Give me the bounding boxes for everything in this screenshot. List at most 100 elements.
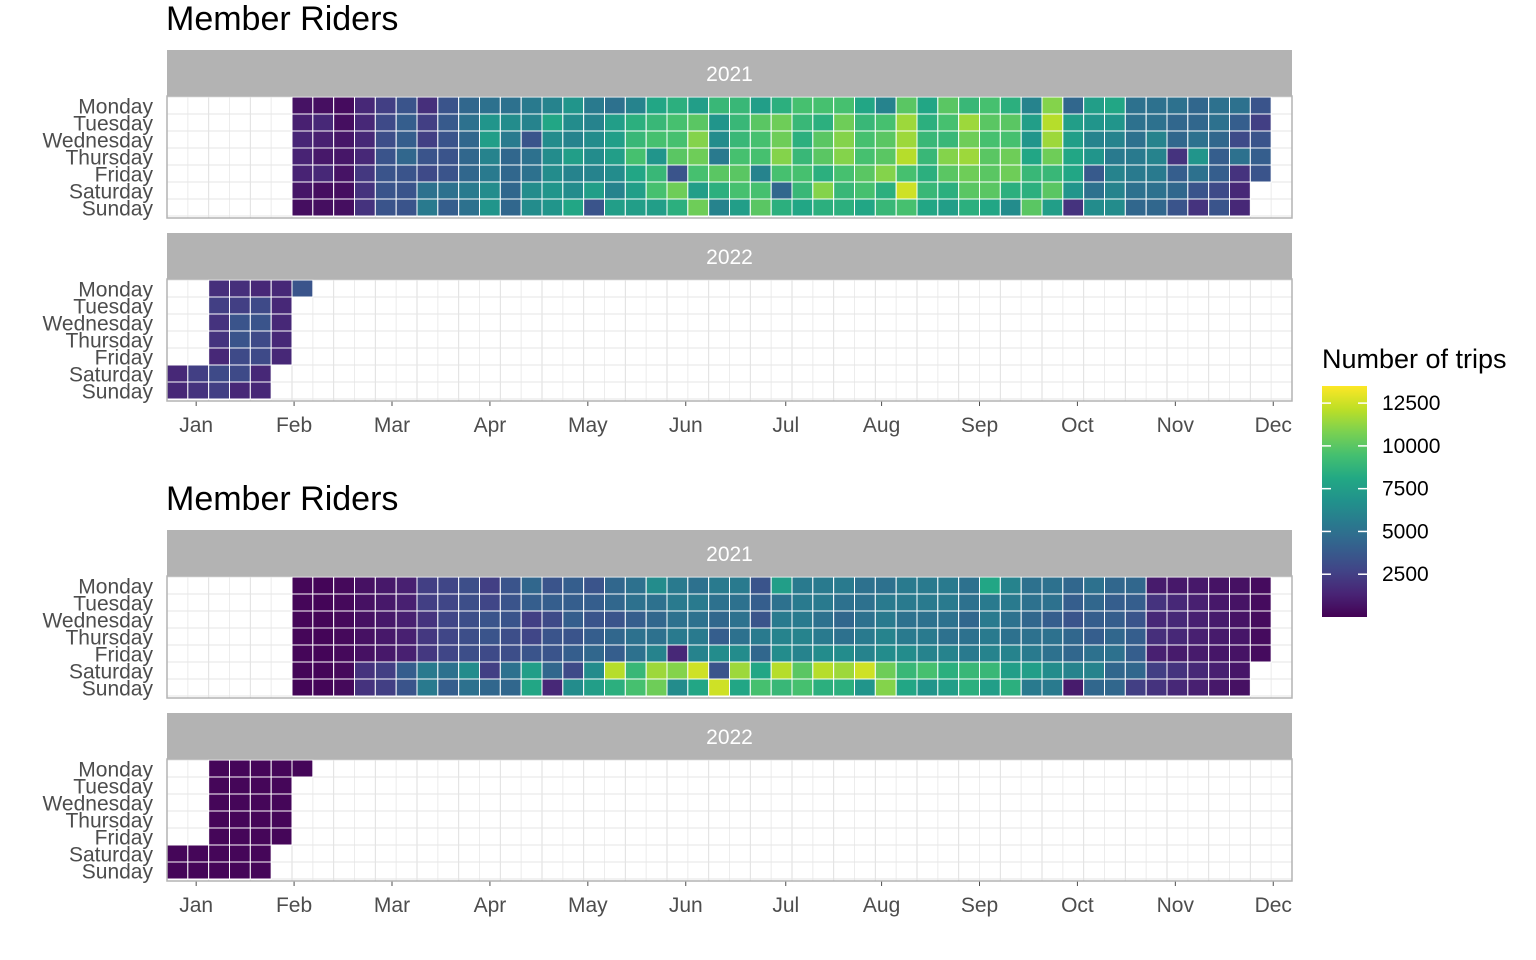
heatmap-cell — [1083, 661, 1105, 680]
heatmap-cell — [749, 164, 772, 183]
y-tick-label: Sunday — [82, 678, 154, 701]
heatmap-cell — [895, 181, 918, 200]
heatmap-cell — [666, 627, 689, 646]
heatmap-cell — [499, 610, 522, 629]
heatmap-cell — [208, 296, 231, 315]
heatmap-cell — [562, 644, 585, 663]
heatmap-cell — [979, 644, 1001, 663]
heatmap-cell — [666, 661, 689, 680]
heatmap-cell — [479, 181, 501, 200]
heatmap-cell — [562, 678, 585, 697]
heatmap-cell — [708, 644, 731, 663]
heatmap-cell — [1124, 96, 1147, 115]
heatmap-cell — [374, 593, 397, 612]
heatmap-cell — [1083, 147, 1105, 166]
heatmap-cell — [333, 181, 355, 200]
heatmap-cell — [812, 627, 835, 646]
heatmap-cell — [520, 627, 543, 646]
heatmap-cell — [249, 313, 272, 332]
heatmap-cell — [958, 130, 981, 149]
heatmap-cell — [395, 593, 418, 612]
heatmap-cell — [833, 644, 856, 663]
heatmap-cell — [874, 678, 897, 697]
heatmap-cell — [1124, 181, 1147, 200]
heatmap-cell — [541, 610, 564, 629]
heatmap-cell — [687, 644, 710, 663]
heatmap-cell — [479, 164, 501, 183]
heatmap-cell — [874, 644, 897, 663]
heatmap-cell — [791, 644, 814, 663]
heatmap-cell — [270, 793, 293, 812]
heatmap-cell — [1124, 147, 1147, 166]
heatmap-cell — [1208, 181, 1230, 200]
heatmap-cell — [583, 593, 606, 612]
heatmap-cell — [1020, 593, 1043, 612]
heatmap-cell — [1104, 610, 1126, 629]
heatmap-cell — [249, 296, 272, 315]
facet-2022: 2022 MondayTuesdayWednesdayThursdayFriday… — [42, 233, 1293, 404]
heatmap-cell — [1124, 644, 1147, 663]
y-tick-label: Monday — [78, 279, 153, 302]
heatmap-cell — [1166, 181, 1189, 200]
heatmap-cell — [458, 678, 480, 697]
heatmap-cell — [895, 147, 918, 166]
heatmap-cell — [666, 147, 689, 166]
heatmap-cell — [229, 759, 251, 778]
heatmap-cell — [1145, 661, 1168, 680]
heatmap-cell — [1249, 147, 1272, 166]
heatmap-cell — [520, 576, 543, 595]
y-tick-label: Sunday — [82, 198, 154, 221]
heatmap-cell — [729, 181, 751, 200]
heatmap-cell — [1145, 644, 1168, 663]
heatmap-cell — [458, 96, 480, 115]
heatmap-cell — [749, 147, 772, 166]
heatmap-cell — [458, 576, 480, 595]
heatmap-cell — [1249, 113, 1272, 132]
heatmap-cell — [1229, 164, 1251, 183]
heatmap-cell — [499, 130, 522, 149]
heatmap-cell — [1229, 113, 1251, 132]
heatmap-cell — [291, 627, 314, 646]
heatmap-cell — [958, 593, 981, 612]
heatmap-cell — [1041, 610, 1064, 629]
heatmap-cell — [1208, 147, 1230, 166]
y-tick-label: Friday — [95, 164, 154, 187]
heatmap-cell — [624, 181, 647, 200]
heatmap-cell — [229, 330, 251, 349]
y-tick-label: Thursday — [65, 330, 153, 353]
heatmap-cell — [833, 130, 856, 149]
heatmap-cell — [416, 644, 439, 663]
heatmap-cell — [833, 147, 856, 166]
x-tick-label: Jul — [772, 894, 799, 917]
heatmap-cell — [979, 96, 1001, 115]
heatmap-cell — [520, 593, 543, 612]
heatmap-cell — [499, 644, 522, 663]
heatmap-cell — [395, 130, 418, 149]
heatmap-cell — [249, 844, 272, 863]
heatmap-cell — [770, 644, 793, 663]
heatmap-cell — [708, 593, 731, 612]
heatmap-cell — [624, 96, 647, 115]
heatmap-cell — [729, 627, 751, 646]
heatmap-cell — [583, 96, 606, 115]
facet-strip — [167, 50, 1292, 96]
heatmap-cell — [437, 644, 460, 663]
heatmap-cell — [874, 147, 897, 166]
heatmap-cell — [687, 678, 710, 697]
facet-strip-label: 2021 — [706, 63, 753, 86]
heatmap-cell — [770, 130, 793, 149]
heatmap-cell — [374, 661, 397, 680]
heatmap-cell — [333, 96, 355, 115]
heatmap-cell — [666, 113, 689, 132]
heatmap-cell — [687, 627, 710, 646]
heatmap-cell — [937, 147, 960, 166]
heatmap-cell — [729, 593, 751, 612]
heatmap-cell — [937, 181, 960, 200]
heatmap-cell — [1124, 198, 1147, 217]
x-tick-label: Jun — [669, 414, 703, 437]
heatmap-cell — [1229, 130, 1251, 149]
heatmap-cell — [458, 198, 480, 217]
heatmap-cell — [479, 610, 501, 629]
heatmap-cell — [333, 627, 355, 646]
